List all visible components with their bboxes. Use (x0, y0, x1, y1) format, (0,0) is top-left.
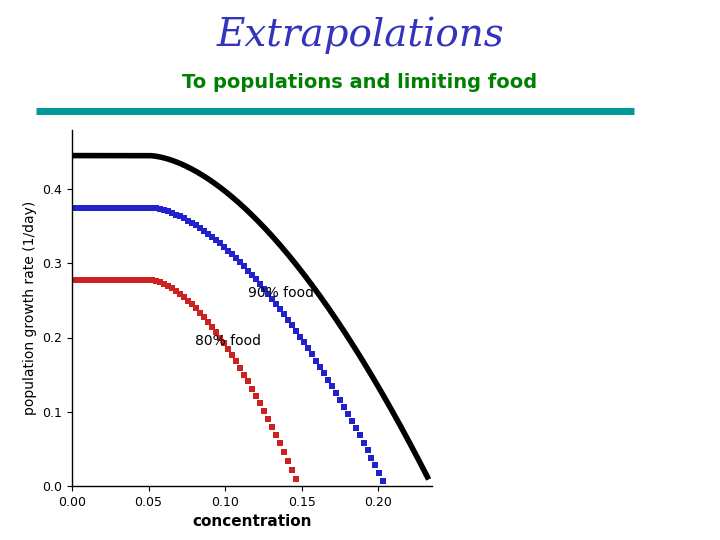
Text: 80% food: 80% food (194, 334, 261, 348)
Text: Extrapolations: Extrapolations (216, 16, 504, 53)
Text: To populations and limiting food: To populations and limiting food (182, 73, 538, 92)
Y-axis label: population growth rate (1/day): population growth rate (1/day) (23, 201, 37, 415)
Text: 90% food: 90% food (248, 286, 314, 300)
X-axis label: concentration: concentration (192, 514, 312, 529)
